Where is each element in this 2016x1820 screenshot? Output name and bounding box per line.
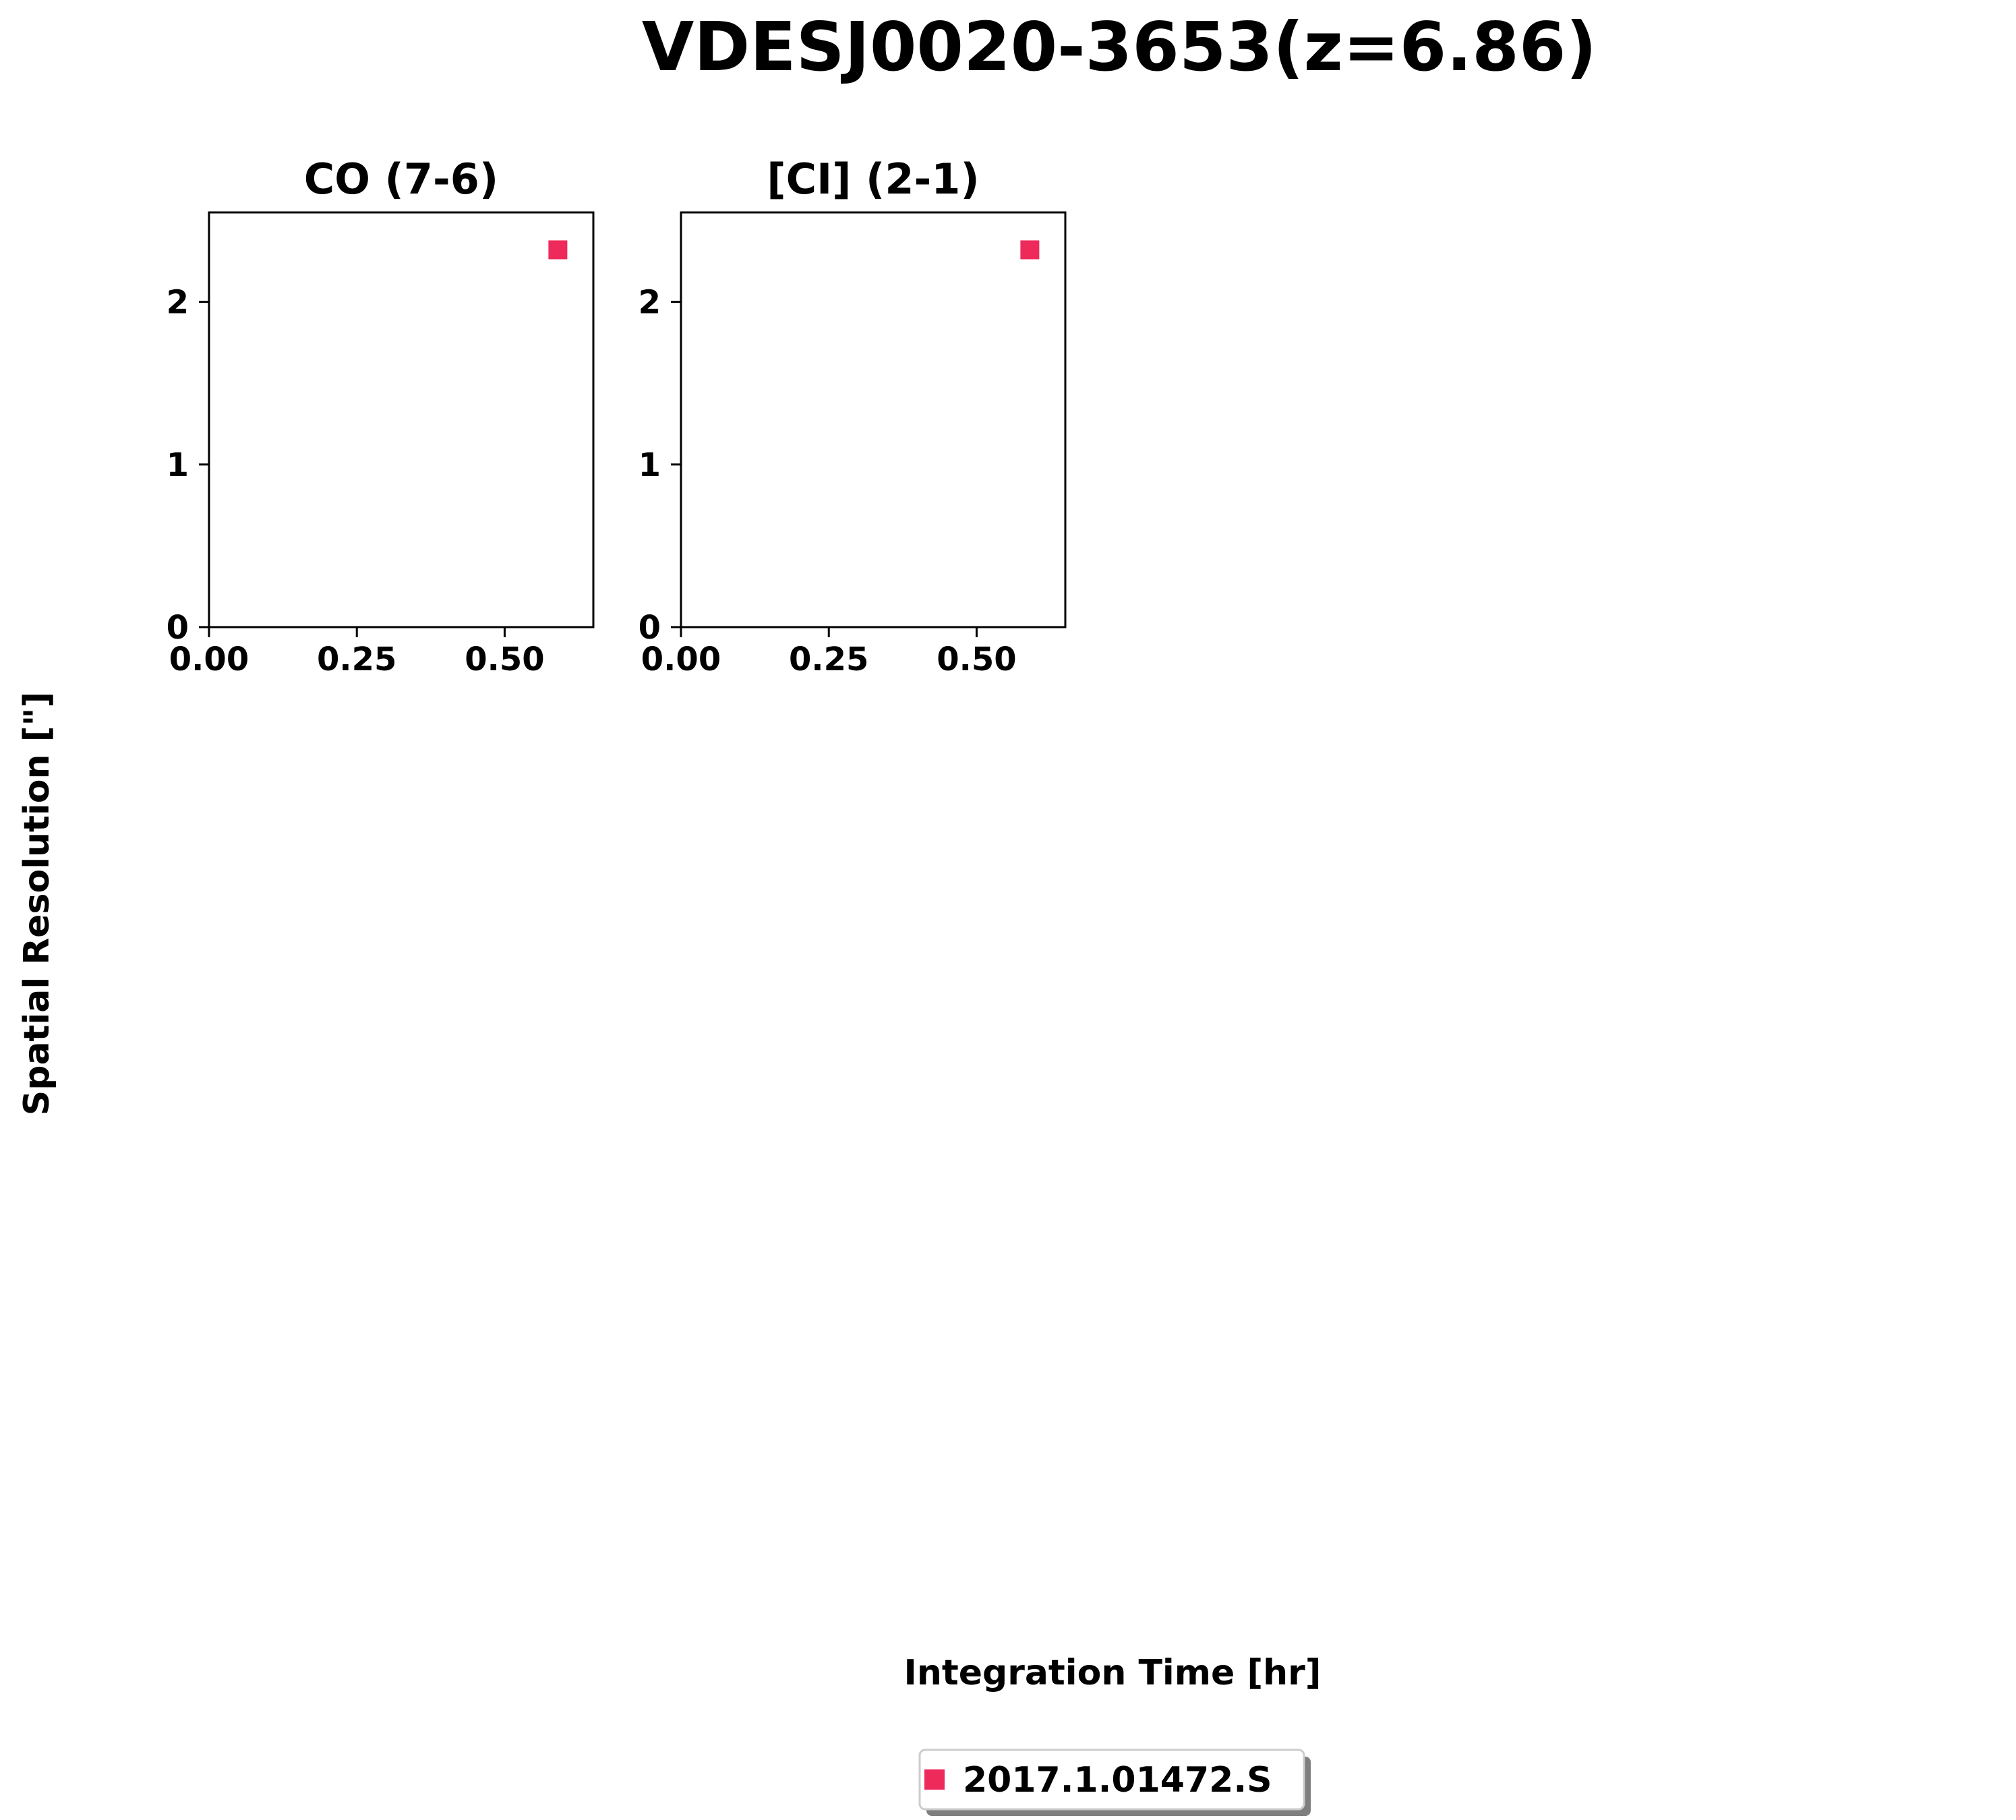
data-point [548, 240, 568, 260]
panel-title: [CI] (2-1) [767, 154, 980, 204]
axes-frame [680, 211, 1067, 628]
x-tick-label: 0.00 [169, 641, 249, 678]
x-tick-label: 0.00 [641, 641, 721, 678]
panel-1: CO (7-6) 0.00 0.25 0.50 0 1 2 [167, 154, 595, 678]
legend-entry-label: 2017.1.01472.S [963, 1760, 1272, 1800]
legend-marker-square [924, 1769, 945, 1790]
y-tick-label: 1 [167, 446, 189, 484]
data-point [1020, 240, 1040, 260]
x-axis-label: Integration Time [hr] [903, 1653, 1321, 1693]
figure-title: VDESJ0020-3653(z=6.86) [642, 7, 1597, 86]
panel-2: [CI] (2-1) 0.00 0.25 0.50 0 1 2 [639, 154, 1067, 678]
x-tick-label: 0.25 [789, 641, 868, 678]
y-axis-label: Spatial Resolution ["] [17, 692, 57, 1115]
y-tick-label: 1 [639, 446, 661, 484]
panel-title: CO (7-6) [304, 154, 498, 204]
legend-box [918, 1749, 1305, 1811]
panels: CO (7-6) 0.00 0.25 0.50 0 1 2 [CI] (2-1) 0.00 0.2… [167, 154, 1067, 678]
y-tick-label: 0 [639, 609, 661, 647]
y-tick-label: 2 [167, 284, 189, 322]
y-tick-label: 2 [639, 284, 661, 322]
x-tick-label: 0.50 [465, 641, 544, 678]
legend: 2017.1.01472.S [918, 1749, 1311, 1816]
y-tick-label: 0 [167, 609, 189, 647]
x-tick-label: 0.25 [317, 641, 396, 678]
x-tick-label: 0.50 [937, 641, 1016, 678]
axes-frame [208, 211, 595, 628]
